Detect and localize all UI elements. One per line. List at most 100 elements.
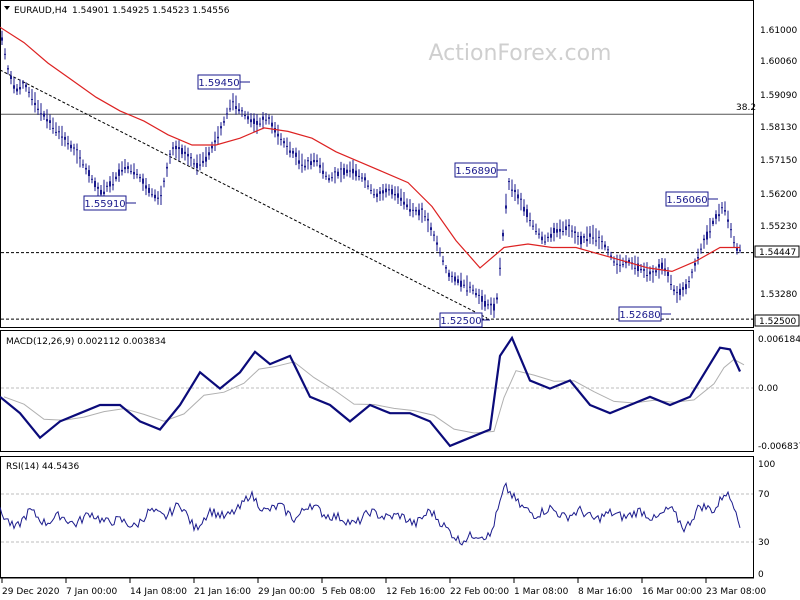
candle-body bbox=[55, 131, 57, 133]
candle-body bbox=[97, 186, 99, 189]
candle-body bbox=[715, 214, 717, 219]
candle-body bbox=[649, 271, 651, 275]
candle-body bbox=[679, 288, 681, 295]
candle-body bbox=[121, 169, 123, 172]
candle-body bbox=[91, 178, 93, 180]
candle-body bbox=[346, 169, 348, 173]
x-tick-label: 5 Feb 08:00 bbox=[322, 587, 376, 597]
candle-body bbox=[46, 119, 48, 122]
candle-body bbox=[124, 167, 126, 170]
candle-body bbox=[559, 228, 561, 232]
candle-body bbox=[604, 244, 606, 248]
candle-body bbox=[451, 275, 453, 277]
annotation-1-52500: 1.52500 bbox=[439, 312, 490, 328]
candle-body bbox=[607, 249, 609, 251]
candle-body bbox=[463, 284, 465, 286]
macd-tick-zero: 0.00 bbox=[758, 384, 778, 394]
candle-body bbox=[220, 126, 222, 129]
candle-body bbox=[700, 248, 702, 250]
candle-body bbox=[349, 170, 351, 172]
candle-body bbox=[286, 145, 288, 147]
candle-body bbox=[376, 193, 378, 197]
candle-body bbox=[304, 165, 306, 168]
candle-body bbox=[541, 236, 543, 241]
candle-body bbox=[343, 168, 345, 175]
candle-body bbox=[691, 271, 693, 273]
candle-body bbox=[583, 236, 585, 238]
candle-body bbox=[466, 290, 468, 292]
x-tick-label: 7 Jan 00:00 bbox=[66, 587, 118, 597]
candle-body bbox=[382, 190, 384, 194]
current-price-tick: 1.54447 bbox=[759, 248, 796, 258]
candle-body bbox=[64, 136, 66, 140]
candle-body bbox=[628, 259, 630, 263]
candle-body bbox=[445, 267, 447, 269]
candle-body bbox=[244, 114, 246, 117]
svg-text:1.59450: 1.59450 bbox=[198, 78, 239, 89]
candle-body bbox=[478, 294, 480, 296]
candle-body bbox=[373, 194, 375, 196]
candle-body bbox=[646, 274, 648, 276]
candle-body bbox=[535, 231, 537, 233]
candle-body bbox=[40, 113, 42, 115]
candle-body bbox=[103, 191, 105, 194]
candle-body bbox=[661, 262, 663, 269]
candle-body bbox=[292, 150, 294, 154]
candle-body bbox=[256, 120, 258, 125]
candle-body bbox=[334, 171, 336, 173]
macd-tick-top: 0.006184 bbox=[758, 335, 800, 345]
candle-body bbox=[253, 118, 255, 124]
candle-body bbox=[43, 113, 45, 117]
candle-body bbox=[415, 209, 417, 212]
candle-body bbox=[736, 248, 738, 251]
candle-body bbox=[133, 171, 135, 175]
candle-body bbox=[586, 239, 588, 242]
price-tick: 1.53280 bbox=[760, 290, 797, 300]
candle-body bbox=[37, 108, 39, 111]
candle-body bbox=[229, 108, 231, 110]
candle-body bbox=[490, 303, 492, 306]
candle-body bbox=[187, 153, 189, 157]
candle-body bbox=[619, 264, 621, 266]
candle-body bbox=[238, 109, 240, 112]
trend-line bbox=[0, 69, 488, 319]
macd-line bbox=[0, 335, 742, 448]
candle-body bbox=[721, 207, 723, 209]
candle-body bbox=[352, 168, 354, 174]
candle-body bbox=[184, 151, 186, 154]
current-price-box bbox=[754, 245, 800, 258]
candle-body bbox=[406, 204, 408, 208]
candle-body bbox=[457, 279, 459, 283]
x-tick-label: 8 Mar 16:00 bbox=[578, 587, 633, 597]
candle-body bbox=[16, 88, 18, 92]
candle-body bbox=[568, 224, 570, 227]
rsi-tick: 0 bbox=[758, 570, 764, 580]
horizontal-levels bbox=[1, 113, 753, 320]
candle-body bbox=[190, 157, 192, 159]
header-ohlc: 1.54901 1.54925 1.54523 1.54556 bbox=[72, 6, 230, 16]
candle-body bbox=[709, 231, 711, 233]
candle-body bbox=[337, 171, 339, 177]
svg-text:1.56890: 1.56890 bbox=[455, 166, 496, 177]
candle-body bbox=[274, 128, 276, 133]
rsi-line bbox=[0, 482, 741, 546]
candle-body bbox=[556, 229, 558, 233]
watermark: ActionForex.com bbox=[429, 41, 612, 66]
candle-body bbox=[493, 303, 495, 311]
candle-body bbox=[571, 230, 573, 232]
candle-body bbox=[136, 173, 138, 175]
annotation-1-55910: 1.55910 bbox=[83, 195, 136, 211]
candle-body bbox=[658, 264, 660, 268]
candle-body bbox=[19, 87, 21, 90]
candle-body bbox=[514, 189, 516, 193]
chevron-down-icon[interactable] bbox=[4, 6, 10, 10]
candle-body bbox=[316, 160, 318, 162]
candle-body bbox=[34, 102, 36, 106]
candle-body bbox=[214, 140, 216, 143]
candle-body bbox=[118, 169, 120, 176]
candle-body bbox=[358, 175, 360, 178]
candle-body bbox=[79, 157, 81, 159]
candle-body bbox=[7, 68, 9, 70]
candle-body bbox=[175, 145, 177, 150]
